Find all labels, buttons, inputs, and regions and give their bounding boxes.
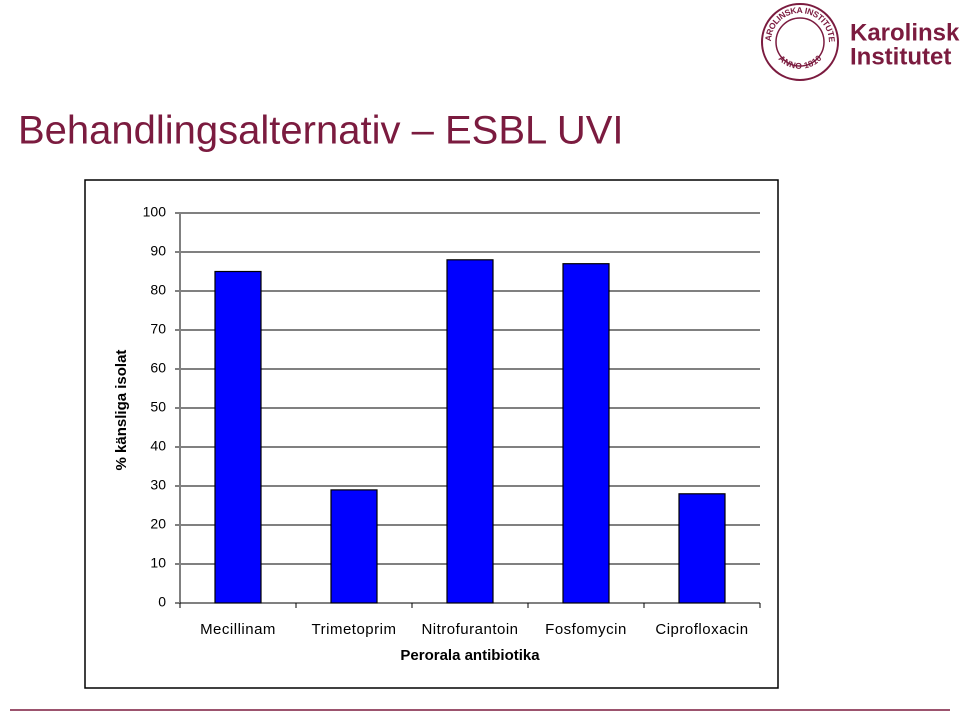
bar [562,263,610,604]
y-tick-label: 60 [150,360,166,376]
seal-inner [775,17,825,67]
logo-name: Karolinska [850,19,960,46]
bar [678,493,726,604]
y-tick-label: 0 [158,594,166,610]
y-tick-label: 70 [150,321,166,337]
x-tick-label: Nitrofurantoin [421,621,518,638]
x-axis-label: Perorala antibiotika [400,647,540,664]
y-tick-label: 90 [150,243,166,259]
logo: KAROLINSKA INSTITUTET ANNO 1810 Karolins… [0,0,960,81]
seal-bottom: ANNO 1810 [776,53,823,71]
y-tick-label: 20 [150,516,166,532]
bar [446,259,494,604]
y-tick-label: 30 [150,477,166,493]
y-axis-label: % känsliga isolat [113,350,130,471]
seal-ring [761,3,839,81]
slide-title: Behandlingsalternativ – ESBL UVI [18,109,624,153]
y-tick-label: 50 [150,399,166,415]
x-tick-label: Mecillinam [200,621,276,638]
seal-text: ANNO 1810 [776,53,823,71]
x-tick-label: Ciprofloxacin [655,621,748,638]
chart-frame [84,179,779,689]
y-tick-label: 100 [143,204,167,220]
logo-name: Institutet [850,43,951,70]
seal-top: KAROLINSKA INSTITUTET [0,0,837,43]
bar [330,489,378,604]
seal-text: KAROLINSKA INSTITUTET [0,0,837,43]
x-tick-label: Fosfomycin [545,621,627,638]
y-tick-label: 10 [150,555,166,571]
x-tick-label: Trimetoprim [312,621,397,638]
bar [214,270,262,604]
y-tick-label: 40 [150,438,166,454]
y-tick-label: 80 [150,282,166,298]
